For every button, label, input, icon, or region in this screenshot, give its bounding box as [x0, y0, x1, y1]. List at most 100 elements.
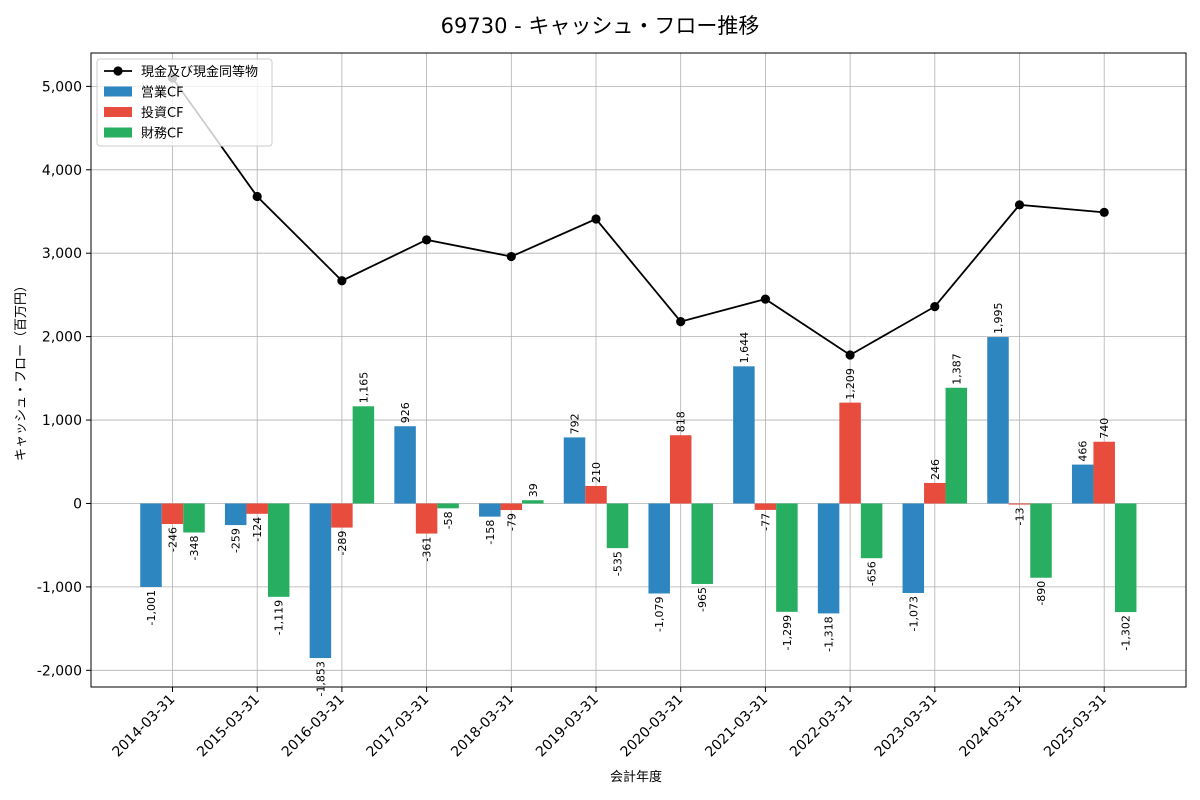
y-tick-label: -1,000 [37, 580, 82, 596]
bar-label-1: -259 [230, 528, 243, 553]
bar-label-3: 1,387 [950, 353, 963, 385]
bar-3 [522, 500, 544, 504]
bar-label-1: 466 [1077, 441, 1090, 462]
bar-2 [754, 503, 777, 510]
bar-label-2: 210 [590, 462, 603, 483]
bar-2 [1093, 441, 1115, 504]
legend-entry-label: 投資CF [141, 105, 184, 121]
cash-balance-point [337, 276, 347, 286]
y-tick-label: 4,000 [42, 163, 82, 179]
bar-label-1: 1,644 [738, 332, 751, 364]
cash-balance-point [930, 302, 940, 312]
y-tick-label: 0 [73, 496, 82, 512]
bar-1 [987, 337, 1009, 504]
cash-balance-point [845, 350, 855, 360]
bar-data-labels: -1,001 -259 -1,853 926 -158 792 -1,079 1,644 -1,… [145, 303, 1133, 697]
cash-balance-point [506, 251, 516, 262]
bar-label-1: -1,318 [823, 616, 836, 651]
cash-balance-point [252, 191, 262, 202]
bar-3 [1114, 503, 1137, 613]
cash-balance-point [422, 235, 432, 245]
legend-marker-swatch [113, 66, 123, 76]
bar-label-3: -1,119 [273, 600, 286, 635]
bar-label-2: -361 [421, 537, 434, 562]
legend-bar-swatch [104, 107, 132, 117]
bar-1 [733, 366, 755, 504]
bar-label-1: 926 [399, 402, 412, 423]
bar-1 [140, 503, 162, 587]
bar-3 [352, 406, 375, 504]
bar-1 [817, 503, 840, 614]
bar-2 [331, 503, 353, 528]
legend-bar-swatch [104, 86, 132, 97]
bar-3 [691, 503, 713, 584]
bar-label-3: -1,299 [781, 615, 794, 650]
bar-3 [1030, 503, 1052, 578]
bar-1 [224, 503, 247, 526]
bar-label-1: 1,995 [992, 303, 1005, 335]
bar-1 [479, 503, 501, 517]
bar-label-3: 39 [527, 483, 540, 497]
x-axis-label: 会計年度 [610, 769, 662, 785]
bar-2 [839, 402, 861, 504]
cash-balance-polyline [171, 77, 1105, 357]
legend-entry-label: 営業CF [141, 85, 184, 101]
bar-label-2: -246 [167, 527, 180, 552]
bar-2 [669, 435, 692, 504]
bar-2 [161, 503, 184, 524]
bar-2 [924, 482, 946, 504]
cash-balance-point [1014, 200, 1025, 210]
bar-label-3: -1,302 [1120, 615, 1133, 650]
bar-label-1: -158 [484, 520, 497, 545]
bar-label-3: -656 [866, 561, 879, 586]
bar-2 [585, 485, 607, 504]
bar-label-2: -124 [251, 517, 264, 542]
bar-2 [246, 503, 268, 514]
cash-balance-point [676, 317, 686, 327]
bar-3 [267, 503, 290, 597]
y-tick-label: -2,000 [37, 663, 82, 679]
bar-label-2: 740 [1098, 418, 1111, 439]
bar-label-3: -965 [696, 587, 709, 612]
cash-balance-point [760, 294, 771, 304]
bars [140, 337, 1137, 659]
y-tick-label: 1,000 [42, 413, 82, 429]
bar-2 [1008, 503, 1031, 505]
bar-3 [945, 387, 968, 504]
cash-balance-point [1099, 207, 1109, 217]
bar-label-3: -58 [442, 511, 455, 529]
bar-2 [415, 503, 438, 534]
bar-1 [394, 426, 416, 504]
bar-3 [776, 503, 798, 612]
bar-label-3: -535 [612, 551, 625, 576]
bar-label-2: 818 [675, 411, 688, 432]
bar-2 [500, 503, 523, 511]
bar-label-1: 792 [569, 413, 582, 434]
bar-1 [648, 503, 670, 594]
legend-bar-swatch [104, 127, 132, 138]
bar-label-3: -890 [1035, 581, 1048, 606]
y-tick-label: 3,000 [42, 246, 82, 262]
bar-label-2: -13 [1014, 508, 1027, 526]
bar-label-1: -1,073 [907, 596, 920, 631]
bar-label-2: 246 [929, 459, 942, 480]
y-tick-label: 2,000 [42, 330, 82, 346]
bar-1 [1071, 464, 1094, 504]
y-tick-label: 5,000 [42, 79, 82, 95]
legend-entry-label: 現金及び現金同等物 [141, 64, 258, 80]
legend-entry-label: 財務CF [141, 127, 184, 142]
bar-label-1: -1,853 [314, 661, 327, 696]
legend-box [96, 58, 273, 147]
bar-3 [183, 503, 205, 533]
bar-1 [902, 503, 925, 593]
bar-label-3: -348 [188, 536, 201, 561]
bar-label-2: -289 [336, 531, 349, 556]
bar-label-3: 1,165 [357, 372, 370, 404]
bar-label-2: 1,209 [844, 368, 857, 400]
bar-label-1: -1,079 [653, 596, 666, 631]
cash-balance-point [591, 214, 601, 224]
bar-1 [563, 437, 586, 504]
bar-label-2: -79 [505, 513, 518, 531]
